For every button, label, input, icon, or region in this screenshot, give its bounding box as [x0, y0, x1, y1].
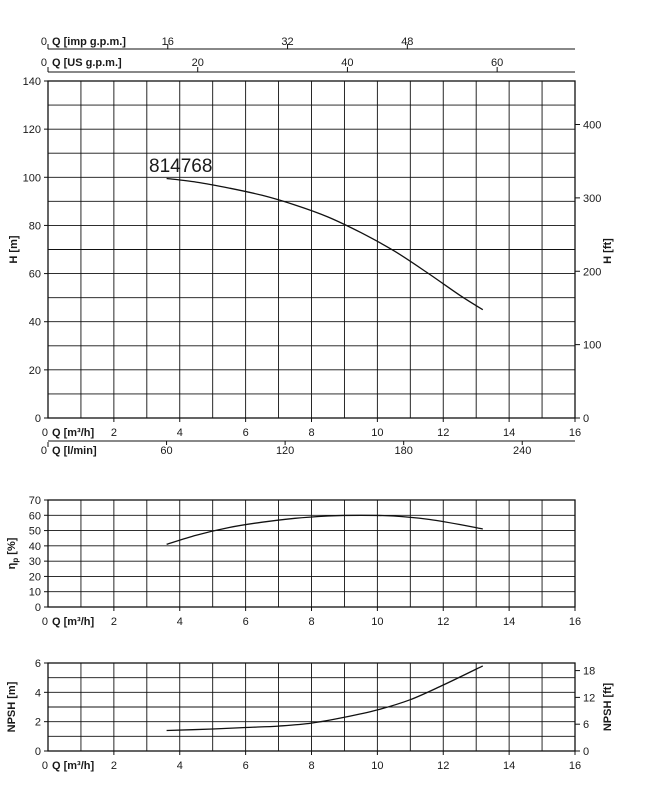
- y-tick-label: 20: [29, 571, 41, 583]
- y-tick-label: 60: [29, 269, 41, 281]
- y2-tick-label: 6: [583, 719, 589, 731]
- top-scale-title: Q [US g.p.m.]: [52, 57, 122, 69]
- x-tick-label: 6: [243, 760, 249, 772]
- x-tick-label: 14: [503, 616, 515, 628]
- y2-tick-label: 18: [583, 666, 595, 678]
- y2-tick-label: 12: [583, 692, 595, 704]
- lmin-tick-label: 240: [513, 445, 531, 457]
- y-tick-label: 40: [29, 317, 41, 329]
- y2-axis-title-head: H [ft]: [602, 238, 614, 264]
- x-tick-label: 0: [42, 760, 48, 772]
- x-tick-label: 4: [177, 427, 183, 439]
- top-scale-zero: 0: [41, 57, 47, 69]
- top-scale-tick-label: 20: [192, 57, 204, 69]
- top-scale-tick-label: 48: [401, 36, 413, 48]
- x-tick-label: 6: [243, 616, 249, 628]
- top-scale-tick-label: 16: [162, 36, 174, 48]
- x-tick-label: 4: [177, 760, 183, 772]
- y-tick-label: 120: [23, 124, 41, 136]
- y-tick-label: 4: [35, 687, 41, 699]
- x-tick-label: 14: [503, 427, 515, 439]
- x-tick-label: 16: [569, 760, 581, 772]
- x-tick-label: 12: [437, 760, 449, 772]
- npsh-curve: [166, 665, 484, 732]
- y-tick-label: 0: [35, 413, 41, 425]
- x-tick-label: 10: [371, 427, 383, 439]
- y-axis-title-efficiency: ηp [%]: [6, 537, 20, 569]
- top-scale-title: Q [imp g.p.m.]: [52, 36, 126, 48]
- x-tick-label: 2: [111, 760, 117, 772]
- model-number-label: 814768: [149, 156, 212, 177]
- y-tick-label: 10: [29, 587, 41, 599]
- top-scale-tick-label: 60: [491, 57, 503, 69]
- x-tick-label: 2: [111, 427, 117, 439]
- lmin-tick-label: 60: [160, 445, 172, 457]
- y-tick-label: 60: [29, 510, 41, 522]
- y2-tick-label: 400: [583, 120, 601, 132]
- x-axis-title: Q [m³/h]: [52, 616, 94, 628]
- x-tick-label: 12: [437, 427, 449, 439]
- x-tick-label: 16: [569, 427, 581, 439]
- y2-tick-label: 300: [583, 193, 601, 205]
- y2-tick-label: 0: [583, 746, 589, 758]
- x-axis-title: Q [m³/h]: [52, 427, 94, 439]
- y-axis-title-head: H [m]: [8, 235, 20, 263]
- lmin-tick-label: 120: [276, 445, 294, 457]
- x-tick-label: 8: [308, 427, 314, 439]
- y-tick-label: 140: [23, 76, 41, 88]
- top-scale-tick-label: 32: [281, 36, 293, 48]
- lmin-axis-title: Q [l/min]: [52, 445, 97, 457]
- top-scale-zero: 0: [41, 36, 47, 48]
- eta-unit: [%]: [6, 537, 18, 558]
- eta-subscript: p: [11, 558, 20, 563]
- x-tick-label: 8: [308, 760, 314, 772]
- y-tick-label: 6: [35, 658, 41, 670]
- x-tick-label: 0: [42, 427, 48, 439]
- x-tick-label: 6: [243, 427, 249, 439]
- y-tick-label: 0: [35, 746, 41, 758]
- x-tick-label: 2: [111, 616, 117, 628]
- y-tick-label: 0: [35, 602, 41, 614]
- y-tick-label: 80: [29, 220, 41, 232]
- y2-axis-title-npsh: NPSH [ft]: [602, 683, 614, 732]
- x-axis-title: Q [m³/h]: [52, 760, 94, 772]
- top-scale-tick-label: 40: [341, 57, 353, 69]
- y2-tick-label: 100: [583, 340, 601, 352]
- y-axis-title-npsh: NPSH [m]: [6, 681, 18, 732]
- lmin-tick-label: 180: [395, 445, 413, 457]
- x-tick-label: 10: [371, 760, 383, 772]
- head-curve: [166, 177, 484, 311]
- y2-tick-label: 200: [583, 266, 601, 278]
- lmin-zero: 0: [41, 445, 47, 457]
- eta-symbol: η: [6, 562, 18, 569]
- y2-tick-label: 0: [583, 413, 589, 425]
- x-tick-label: 16: [569, 616, 581, 628]
- x-tick-label: 4: [177, 616, 183, 628]
- y-tick-label: 30: [29, 556, 41, 568]
- x-tick-label: 10: [371, 616, 383, 628]
- y-tick-label: 100: [23, 172, 41, 184]
- x-tick-label: 0: [42, 616, 48, 628]
- x-tick-label: 12: [437, 616, 449, 628]
- x-tick-label: 14: [503, 760, 515, 772]
- y-tick-label: 40: [29, 541, 41, 553]
- efficiency-curve: [166, 514, 483, 545]
- x-tick-label: 8: [308, 616, 314, 628]
- y-tick-label: 20: [29, 365, 41, 377]
- y-tick-label: 70: [29, 495, 41, 507]
- y-tick-label: 50: [29, 526, 41, 538]
- y-tick-label: 2: [35, 717, 41, 729]
